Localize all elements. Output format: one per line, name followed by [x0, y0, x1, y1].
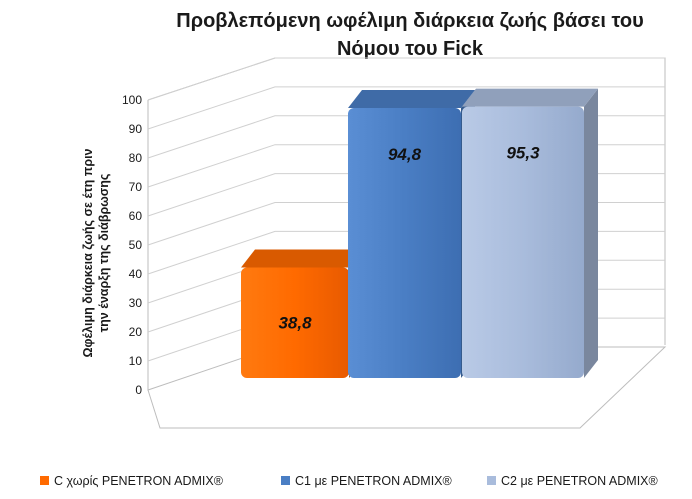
legend-label: C1 με PENETRON ADMIX®: [295, 474, 453, 488]
bar-top: [462, 88, 598, 107]
bar: 95,3: [462, 88, 598, 378]
y-tick-label: 100: [122, 93, 142, 107]
y-axis-label-line-2: την έναρξη της διάβρωσης: [97, 174, 111, 333]
legend: C χωρίς PENETRON ADMIX® C1 με PENETRON AD…: [40, 474, 659, 488]
data-label: 94,8: [388, 145, 422, 164]
y-axis-label-line-1: Ωφέλιμη διάρκεια ζωής σε έτη πριν: [81, 148, 95, 357]
y-axis-label: Ωφέλιμη διάρκεια ζωής σε έτη πριν την έν…: [81, 148, 111, 357]
y-tick-label: 10: [129, 354, 143, 368]
bar-side: [584, 88, 598, 378]
y-axis-ticks: 0 10 20 30 40 50 60 70 80 90 100: [122, 93, 142, 397]
y-tick-label: 60: [129, 209, 143, 223]
legend-swatch: [487, 476, 496, 485]
y-tick-label: 0: [135, 383, 142, 397]
bar: 94,8: [348, 90, 475, 378]
legend-item: C2 με PENETRON ADMIX®: [487, 474, 659, 488]
y-tick-label: 50: [129, 238, 143, 252]
data-label: 95,3: [506, 144, 540, 163]
legend-swatch: [40, 476, 49, 485]
y-tick-label: 40: [129, 267, 143, 281]
legend-item: C χωρίς PENETRON ADMIX®: [40, 474, 224, 488]
y-tick-label: 90: [129, 122, 143, 136]
bar: 38,8: [241, 249, 363, 378]
bar-top: [348, 90, 475, 108]
bar-top: [241, 249, 363, 268]
y-tick-label: 80: [129, 151, 143, 165]
bars: 38,8 94,8 95,3: [241, 88, 598, 378]
legend-item: C1 με PENETRON ADMIX®: [281, 474, 453, 488]
bar-front: [241, 267, 349, 378]
legend-label: C2 με PENETRON ADMIX®: [501, 474, 659, 488]
chart-title-line-1: Προβλεπόμενη ωφέλιμη διάρκεια ζωής βάσει…: [176, 10, 644, 32]
gridline: [147, 86, 665, 130]
y-tick-label: 20: [129, 325, 143, 339]
data-label: 38,8: [278, 314, 312, 333]
gridline: [147, 57, 665, 101]
y-tick-label: 70: [129, 180, 143, 194]
legend-swatch: [281, 476, 290, 485]
chart-title-line-2: Νόμου του Fick: [337, 38, 484, 60]
legend-label: C χωρίς PENETRON ADMIX®: [54, 474, 224, 488]
bar-front: [462, 106, 584, 378]
bar-front: [348, 108, 461, 378]
y-tick-label: 30: [129, 296, 143, 310]
